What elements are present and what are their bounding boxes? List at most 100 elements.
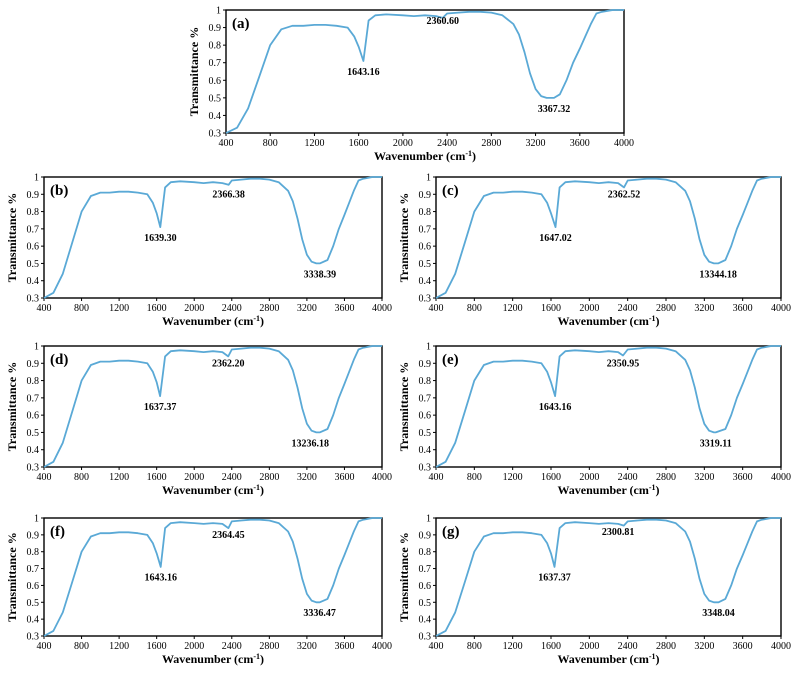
x-axis-title: Wavenumber (cm-1) xyxy=(557,314,659,329)
x-tick-label: 2400 xyxy=(222,641,242,652)
panel-f: 400 800 1200 1600 2000 2400 2800 3200 3600 4000 0.… xyxy=(5,514,392,667)
x-tick-label: 1600 xyxy=(541,472,561,483)
x-tick-label: 2400 xyxy=(618,641,638,652)
y-tick-label: 0.4 xyxy=(209,111,222,122)
y-tick-label: 1 xyxy=(426,342,431,353)
x-tick-label: 1200 xyxy=(109,472,129,483)
y-tick-label: 0.5 xyxy=(27,598,40,609)
y-tick-label: 0.7 xyxy=(27,564,40,575)
spectrum-line xyxy=(435,517,781,637)
x-tick-label: 2800 xyxy=(481,138,501,149)
x-tick-label: 2000 xyxy=(184,641,204,652)
x-tick-label: 3600 xyxy=(334,641,354,652)
x-tick-label: 1600 xyxy=(147,641,167,652)
y-tick-label: 0.7 xyxy=(419,564,432,575)
y-axis-title: Transmittance % xyxy=(5,532,19,621)
x-axis-title: Wavenumber (cm-1) xyxy=(557,483,659,498)
y-tick-label: 0.3 xyxy=(419,632,432,643)
x-tick-label: 1600 xyxy=(541,641,561,652)
x-tick-label: 1600 xyxy=(147,472,167,483)
x-tick-label: 400 xyxy=(37,641,52,652)
y-tick-label: 0.9 xyxy=(419,359,432,370)
x-tick-label: 2800 xyxy=(259,303,279,314)
x-tick-label: 4000 xyxy=(372,472,392,483)
x-tick-label: 4000 xyxy=(771,303,791,314)
x-tick-label: 1200 xyxy=(109,641,129,652)
x-tick-label: 1200 xyxy=(304,138,324,149)
x-tick-label: 1600 xyxy=(541,303,561,314)
x-tick-label: 400 xyxy=(219,138,234,149)
x-tick-label: 3600 xyxy=(334,303,354,314)
spectrum-line xyxy=(43,345,382,468)
x-tick-label: 4000 xyxy=(372,641,392,652)
x-tick-label: 400 xyxy=(429,472,444,483)
plot-frame xyxy=(435,517,782,637)
y-tick-label: 0.3 xyxy=(209,129,222,140)
plot-frame xyxy=(225,9,625,134)
plot-frame xyxy=(435,176,782,299)
x-tick-label: 4000 xyxy=(771,641,791,652)
x-tick-label: 3600 xyxy=(570,138,590,149)
y-tick-label: 0.8 xyxy=(419,547,432,558)
panel-letter: (a) xyxy=(232,16,250,32)
y-axis-title: Transmittance % xyxy=(5,362,19,451)
y-axis-title: Transmittance % xyxy=(397,193,411,282)
x-tick-label: 400 xyxy=(37,303,52,314)
panel-letter: (g) xyxy=(442,524,460,540)
peak-label: 2360.60 xyxy=(426,16,459,27)
y-tick-label: 0.8 xyxy=(27,207,40,218)
x-tick-label: 1200 xyxy=(503,641,523,652)
x-tick-label: 4000 xyxy=(372,303,392,314)
x-tick-label: 800 xyxy=(467,472,482,483)
peak-label: 2300.81 xyxy=(602,527,635,538)
x-tick-label: 2400 xyxy=(618,303,638,314)
peak-label: 3367.32 xyxy=(538,104,571,115)
y-tick-label: 0.6 xyxy=(27,242,40,253)
x-tick-label: 3600 xyxy=(733,472,753,483)
peak-label: 2366.38 xyxy=(212,190,245,201)
y-axis-title: Transmittance % xyxy=(187,27,201,116)
plot-frame xyxy=(435,345,782,468)
peak-label: 1643.16 xyxy=(347,67,380,78)
x-tick-label: 2400 xyxy=(222,472,242,483)
y-tick-label: 1 xyxy=(34,342,39,353)
peak-label: 1643.16 xyxy=(144,572,177,583)
x-tick-label: 3200 xyxy=(694,472,714,483)
x-tick-label: 3200 xyxy=(297,303,317,314)
x-tick-label: 800 xyxy=(74,303,89,314)
panel-letter: (b) xyxy=(50,183,68,199)
y-tick-label: 0.3 xyxy=(419,294,432,305)
peak-label: 2362.52 xyxy=(608,190,641,201)
panel-b: 400 800 1200 1600 2000 2400 2800 3200 3600 4000 0.… xyxy=(5,173,392,329)
y-tick-label: 0.4 xyxy=(419,615,432,626)
y-tick-label: 0.6 xyxy=(27,581,40,592)
y-tick-label: 0.8 xyxy=(27,376,40,387)
x-tick-label: 2000 xyxy=(184,472,204,483)
peak-label: 3338.39 xyxy=(304,269,337,280)
panel-e: 400 800 1200 1600 2000 2400 2800 3200 3600 4000 0.… xyxy=(397,342,791,498)
y-tick-label: 0.7 xyxy=(209,58,222,69)
y-tick-label: 0.3 xyxy=(419,463,432,474)
x-tick-label: 4000 xyxy=(771,472,791,483)
spectrum-line xyxy=(43,176,382,299)
y-axis-title: Transmittance % xyxy=(5,193,19,282)
x-tick-label: 2800 xyxy=(259,641,279,652)
x-tick-label: 2400 xyxy=(618,472,638,483)
peak-label: 1643.16 xyxy=(539,402,572,413)
x-axis-title: Wavenumber (cm-1) xyxy=(557,652,659,667)
y-axis-title: Transmittance % xyxy=(397,362,411,451)
y-tick-label: 0.7 xyxy=(419,224,432,235)
y-tick-label: 0.6 xyxy=(419,581,432,592)
spectrum-line xyxy=(225,9,624,134)
y-tick-label: 0.7 xyxy=(27,224,40,235)
y-tick-label: 0.4 xyxy=(419,276,432,287)
peak-label: 3336.47 xyxy=(303,608,336,619)
spectrum-line xyxy=(43,517,382,637)
y-tick-label: 0.6 xyxy=(419,411,432,422)
x-tick-label: 3200 xyxy=(694,641,714,652)
y-tick-label: 0.7 xyxy=(27,393,40,404)
peak-label: 1637.37 xyxy=(144,402,177,413)
x-tick-label: 3200 xyxy=(526,138,546,149)
y-tick-label: 0.6 xyxy=(27,411,40,422)
y-tick-label: 0.9 xyxy=(27,530,40,541)
